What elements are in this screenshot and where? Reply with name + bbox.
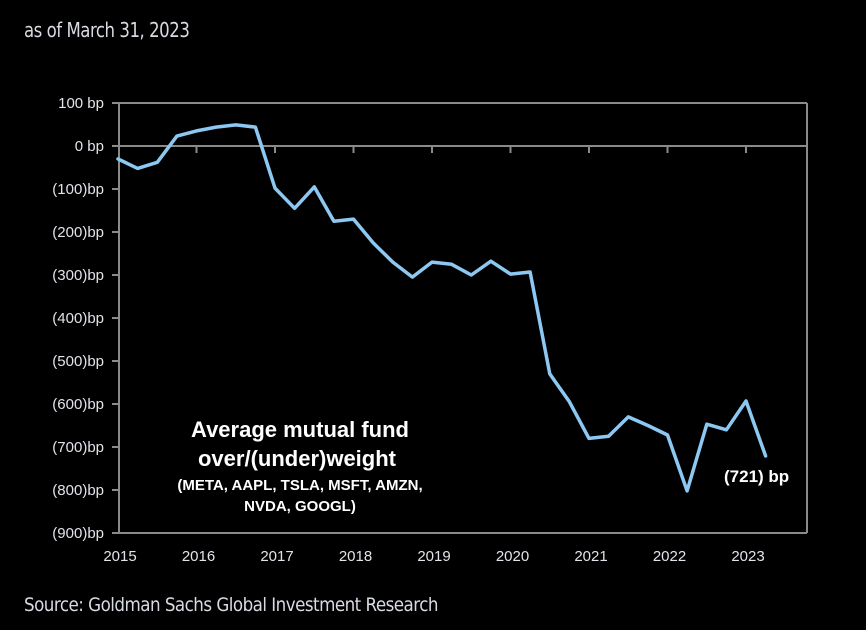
annotation-line-1: Average mutual fund (191, 417, 409, 442)
x-tick-label: 2016 (182, 548, 215, 565)
y-tick-label: (300)bp (52, 267, 104, 284)
annotation-line-4: NVDA, GOOGL) (244, 498, 356, 515)
x-tick-label: 2017 (260, 548, 293, 565)
as-of-date: as of March 31, 2023 (24, 18, 190, 42)
annotation-line-2: over/(under)weight (198, 446, 397, 471)
x-tick-label: 2021 (574, 548, 607, 565)
x-tick-label: 2018 (339, 548, 372, 565)
annotation-line-3: (META, AAPL, TSLA, MSFT, AMZN, (177, 477, 422, 494)
x-tick-label: 2023 (731, 548, 764, 565)
x-tick-label: 2020 (496, 548, 529, 565)
end-value-label: (721) bp (724, 467, 789, 486)
y-tick-label: (600)bp (52, 396, 104, 413)
series (116, 123, 768, 493)
y-tick-label: (200)bp (52, 224, 104, 241)
y-tick-label: (400)bp (52, 310, 104, 327)
y-tick-label: (900)bp (52, 525, 104, 542)
x-axis-ticks: 2015 2016 2017 2018 2019 2020 2021 2022 2023 (103, 146, 765, 565)
y-tick-label: 0 bp (75, 138, 104, 155)
series-line (116, 123, 768, 493)
x-tick-label: 2015 (103, 548, 136, 565)
y-tick-label: (800)bp (52, 482, 104, 499)
y-tick-label: 100 bp (58, 95, 104, 112)
axes (113, 102, 808, 534)
y-tick-label: (700)bp (52, 439, 104, 456)
source-note: Source: Goldman Sachs Global Investment … (24, 594, 438, 616)
y-axis-ticks: 100 bp 0 bp (100)bp (200)bp (300)bp (400)bp (5… (52, 95, 119, 542)
y-tick-label: (100)bp (52, 181, 104, 198)
chart-annotation: Average mutual fund over/(under)weight (… (177, 417, 422, 515)
x-tick-label: 2019 (417, 548, 450, 565)
y-tick-label: (500)bp (52, 353, 104, 370)
x-tick-label: 2022 (653, 548, 686, 565)
